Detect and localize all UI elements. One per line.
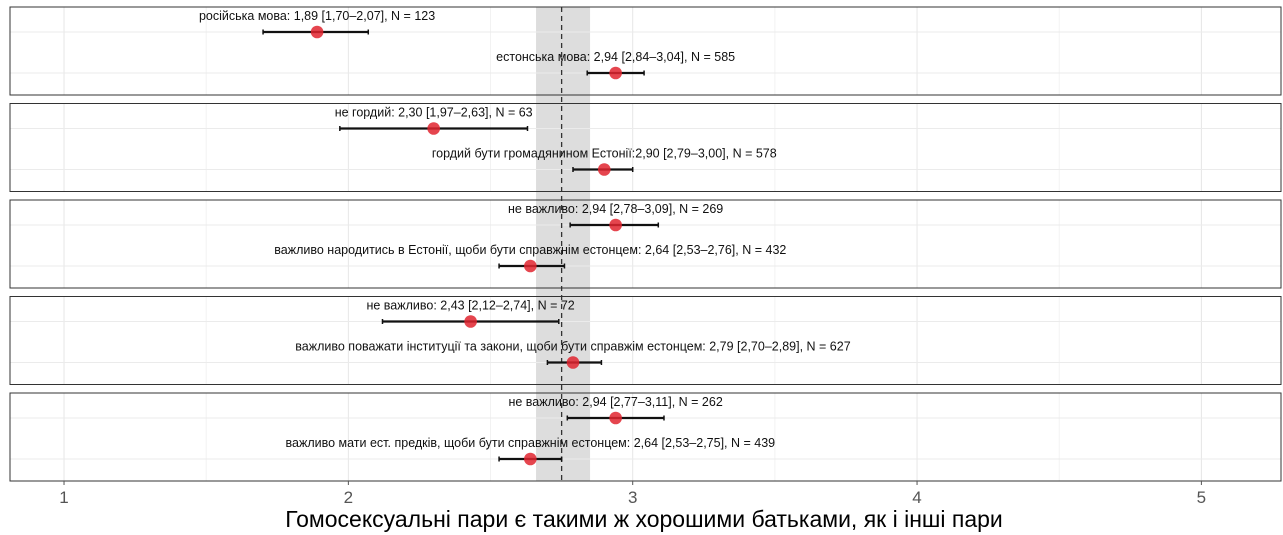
labels-layer: російська мова: 1,89 [1,70–2,07], N = 12… (199, 9, 851, 450)
x-axis: 1 2 3 4 5 (59, 481, 1206, 507)
mean-point-4-2 (566, 356, 580, 369)
point-label-1-2: естонська мова: 2,94 [2,84–3,04], N = 58… (496, 50, 735, 64)
mean-point-1-2 (609, 66, 622, 80)
mean-point-3-1 (609, 218, 622, 232)
x-tick-label-2: 2 (344, 488, 353, 507)
mean-point-2-1 (427, 122, 440, 135)
point-label-5-2: важливо мати ест. предків, щоби бути спр… (286, 436, 776, 450)
x-axis-title: Гомосексуальні пари є такими ж хорошими … (285, 506, 1003, 532)
mean-point-5-1 (609, 411, 622, 425)
panel-2 (9, 103, 1282, 192)
x-tick-label-3: 3 (628, 488, 637, 507)
panel-5 (9, 392, 1282, 482)
panels-layer (9, 6, 1282, 482)
point-label-5-1: не важливо: 2,94 [2,77–3,11], N = 262 (508, 395, 722, 409)
point-label-2-1: не гордий: 2,30 [1,97–2,63], N = 63 (335, 106, 533, 120)
panel-3 (9, 199, 1282, 289)
point-label-3-1: не важливо: 2,94 [2,78–3,09], N = 269 (508, 202, 723, 216)
x-tick-label-5: 5 (1197, 488, 1206, 507)
x-tick-label-1: 1 (59, 488, 68, 507)
point-label-3-2: важливо народитись в Естонії, щоби бути … (274, 243, 786, 257)
panel-4 (9, 296, 1282, 385)
point-label-4-1: не важливо: 2,43 [2,12–2,74], N = 72 (366, 299, 574, 313)
x-tick-label-4: 4 (912, 488, 921, 507)
point-label-1-1: російська мова: 1,89 [1,70–2,07], N = 12… (199, 9, 435, 23)
mean-point-1-1 (310, 25, 324, 39)
point-label-4-2: важливо поважати інституції та закони, щ… (295, 340, 850, 354)
mean-point-2-2 (597, 163, 611, 176)
point-label-2-2: гордий бути громадянином Естонії:2,90 [2… (432, 147, 777, 161)
reference-ci-band-layer (536, 7, 591, 481)
marks-layer (262, 25, 665, 466)
mean-point-5-2 (524, 452, 537, 466)
panel-1 (9, 6, 1282, 96)
reference-ci-band (536, 7, 591, 481)
mean-point-4-1 (464, 315, 477, 328)
mean-point-3-2 (524, 259, 537, 273)
